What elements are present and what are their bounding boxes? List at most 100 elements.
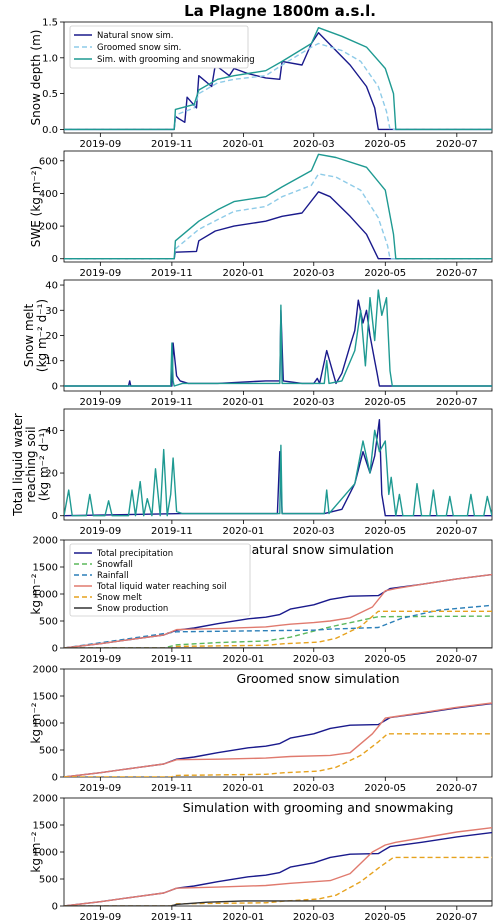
x-tick-label: 2020-01 [223,139,265,150]
y-tick-label: 1500 [33,563,58,574]
x-tick-label: 2020-05 [364,526,406,537]
y-tick-label: 1000 [33,590,58,601]
x-tick-label: 2019-09 [79,397,121,408]
y-tick-label: 0.0 [42,125,58,136]
x-tick-label: 2020-05 [364,397,406,408]
x-tick-label: 2020-03 [293,654,335,665]
y-axis-label: Snow depth (m) [29,30,43,126]
x-tick-label: 2020-03 [293,397,335,408]
legend-entry: Snow melt [97,593,143,603]
x-tick-label: 2019-11 [151,139,193,150]
y-axis-label: kg m⁻² [29,831,43,872]
panel-title: Simulation with grooming and snowmaking [183,800,454,815]
panel-1: 2019-09 2019-11 2020-01 2020-03 2020-05 2020-… [29,18,493,150]
y-tick-label: 2000 [33,536,58,547]
legend-entry: Natural snow sim. [97,31,174,41]
panel-7: 2019-09 2019-11 2020-01 2020-03 2020-05 2020-… [29,794,493,920]
y-tick-label: 0 [52,902,58,913]
series-group [64,827,492,906]
plot-frame [63,408,493,521]
x-tick-label: 2020-05 [364,268,406,279]
y-axis-label: Snow melt [22,304,36,368]
y-tick-label: 0 [52,644,58,655]
x-tick-label: 2020-01 [223,912,265,920]
legend-box [69,25,249,69]
series-group [64,153,492,260]
x-tick-label: 2019-11 [151,912,193,920]
y-tick-label: 1000 [33,848,58,859]
legend-entry: Rainfall [97,571,129,581]
y-tick-label: 30 [45,306,58,317]
figure-title: La Plagne 1800m a.s.l. [184,2,376,20]
panel-title: Natural snow simulation [242,542,394,557]
x-tick-label: 2020-01 [223,783,265,794]
series-line [64,191,492,260]
legend-entry: Sim. with grooming and snowmaking [97,55,255,65]
x-tick-label: 2020-07 [436,139,478,150]
series-line [64,42,492,131]
series-line [64,702,492,777]
plot-frame [63,150,493,263]
x-tick-label: 2019-11 [151,397,193,408]
y-axis-label: reaching soil [24,426,38,502]
x-tick-label: 2020-01 [223,654,265,665]
series-line [64,856,492,906]
y-axis-label: kg m⁻² [29,573,43,614]
series-line [64,610,492,648]
y-tick-label: 400 [39,189,58,200]
series-line [64,299,492,387]
x-tick-label: 2020-03 [293,139,335,150]
x-tick-label: 2020-01 [223,397,265,408]
y-tick-label: 0 [52,381,58,392]
plot-frame [63,279,493,392]
x-tick-label: 2020-05 [364,912,406,920]
y-axis-label: (kg m⁻² d⁻¹) [37,428,51,501]
y-axis-label: SWE (kg m⁻²) [29,166,43,247]
y-tick-label: 1500 [33,692,58,703]
series-line [64,289,492,387]
x-tick-label: 2019-11 [151,268,193,279]
legend-entry: Snowfall [97,560,133,570]
legend-box [69,543,251,617]
x-tick-label: 2019-09 [79,654,121,665]
x-tick-label: 2020-05 [364,654,406,665]
y-tick-label: 200 [39,222,58,233]
series-group [64,27,492,131]
y-tick-label: 40 [45,426,58,437]
y-tick-label: 2000 [33,665,58,676]
series-line [64,604,492,648]
x-tick-label: 2020-03 [293,268,335,279]
series-group [64,289,492,387]
x-tick-label: 2020-07 [436,783,478,794]
legend-entry: Total precipitation [96,549,173,559]
y-axis-label: Total liquid water [11,413,25,517]
x-tick-label: 2019-09 [79,526,121,537]
y-tick-label: 0 [52,511,58,522]
x-tick-label: 2019-09 [79,783,121,794]
x-tick-label: 2020-03 [293,783,335,794]
series-line [64,173,492,260]
y-tick-label: 20 [45,331,58,342]
y-tick-label: 2000 [33,794,58,805]
y-tick-label: 600 [39,156,58,167]
y-tick-label: 10 [45,356,58,367]
y-tick-label: 20 [45,469,58,480]
x-tick-label: 2020-01 [223,526,265,537]
y-tick-label: 1500 [33,821,58,832]
y-tick-label: 0 [52,254,58,265]
series-group [64,573,492,648]
panel-6: 2019-09 2019-11 2020-01 2020-03 2020-05 2020-… [29,665,493,794]
y-tick-label: 1.0 [42,53,58,64]
panel-4: 2019-09 2019-11 2020-01 2020-03 2020-05 2020-… [11,408,493,537]
x-tick-label: 2020-07 [436,397,478,408]
series-line [64,32,492,131]
panel-3: 2019-09 2019-11 2020-01 2020-03 2020-05 2020-… [22,279,493,408]
series-group [64,702,492,777]
x-tick-label: 2020-05 [364,783,406,794]
plot-frame [63,21,493,134]
y-axis-label: kg m⁻² [29,702,43,743]
series-line [64,900,492,906]
x-tick-label: 2019-11 [151,783,193,794]
x-tick-label: 2020-07 [436,526,478,537]
